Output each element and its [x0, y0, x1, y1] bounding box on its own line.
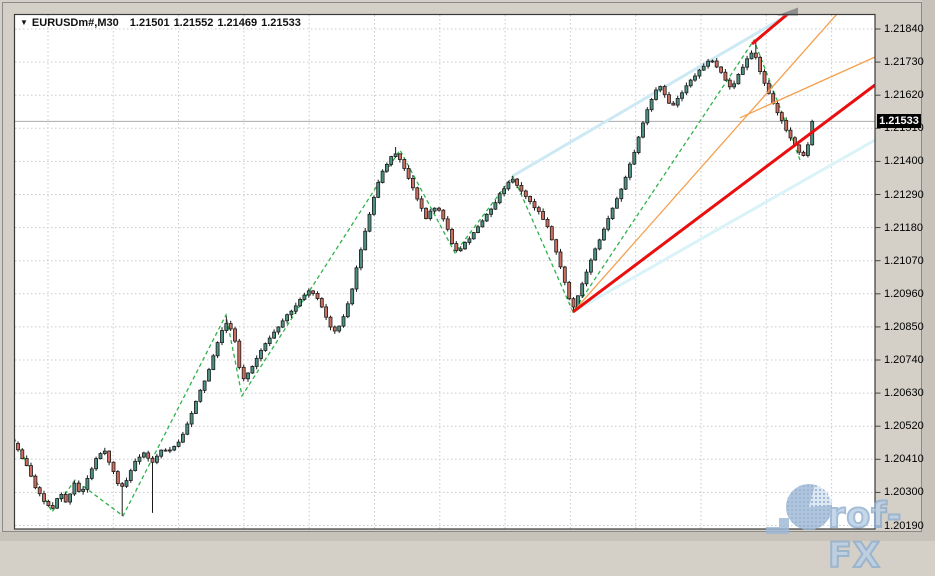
trend-cyan-upper[interactable]: [512, 13, 791, 178]
window-border-right: [921, 2, 922, 537]
trendline-clip-marker: [777, 7, 798, 16]
trend-red-main[interactable]: [572, 83, 875, 314]
symbol-dropdown-icon[interactable]: ▼: [20, 17, 28, 27]
open-value: 1.21501: [129, 16, 170, 29]
chart-border: [13, 13, 876, 530]
price-tick-label: 1.20520: [884, 420, 924, 432]
candles-layer: [16, 40, 815, 516]
plot-area: [15, 11, 875, 529]
price-tick-label: 1.21620: [884, 89, 924, 101]
high-value: 1.21552: [173, 16, 214, 29]
ohlc-readout: ▼ EURUSDm#,M30 1.21501 1.21552 1.21469 1.215…: [20, 16, 301, 29]
price-tick-label: 1.20190: [884, 520, 924, 532]
trend-orange-shallow[interactable]: [739, 56, 875, 119]
price-tick-label: 1.21730: [884, 56, 924, 68]
zigzag-indicator: [15, 38, 801, 517]
price-tick-label: 1.20630: [884, 387, 924, 399]
low-value: 1.21469: [217, 16, 258, 29]
window-border-bottom: [2, 531, 922, 532]
close-value: 1.21533: [261, 16, 301, 29]
price-tick-label: 1.21290: [884, 189, 924, 201]
current-price-badge: 1.21533: [877, 114, 921, 128]
price-tick-label: 1.21180: [884, 222, 923, 234]
price-tick-label: 1.20410: [884, 453, 924, 465]
price-tick-label: 1.21840: [884, 23, 924, 35]
workspace-gutter-right: [922, 0, 935, 541]
price-tick-label: 1.20740: [884, 354, 924, 366]
channel-red-upper[interactable]: [751, 11, 791, 46]
price-tick-label: 1.21070: [884, 255, 924, 267]
chart-background: [15, 15, 875, 529]
fan-orange-steep[interactable]: [572, 14, 837, 313]
grid-layer: [15, 15, 875, 529]
price-tick-label: 1.20850: [884, 321, 924, 333]
price-tick-label: 1.20960: [884, 288, 924, 300]
price-axis[interactable]: 1.21840 1.21730 1.21620 1.21510 1.21400 1.212…: [876, 0, 924, 532]
window-border-left: [2, 2, 3, 537]
window-border-top: [2, 2, 933, 3]
price-tick-label: 1.20300: [884, 486, 924, 498]
symbol-timeframe-label: EURUSDm#,M30: [31, 16, 119, 29]
trend-cyan-lower[interactable]: [572, 138, 875, 314]
chart-canvas[interactable]: [0, 0, 935, 541]
price-tick-label: 1.21400: [884, 155, 924, 167]
workspace-gutter-bottom: [0, 532, 922, 541]
